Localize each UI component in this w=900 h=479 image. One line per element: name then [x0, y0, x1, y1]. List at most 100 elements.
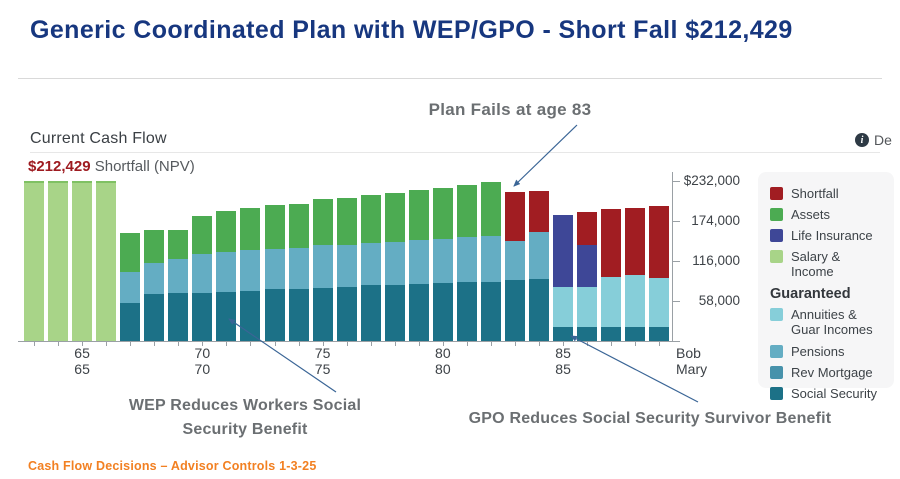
x-axis-age-label: 75 [314, 345, 331, 361]
bar-age-89[interactable] [649, 206, 670, 341]
bar-age-69[interactable] [168, 230, 189, 341]
legend-label: Shortfall [791, 186, 839, 201]
x-tick [611, 342, 613, 346]
bar-age-77[interactable] [360, 195, 381, 341]
legend-item-pensions: Pensions [770, 344, 886, 359]
bar-segment-assets [216, 211, 237, 252]
bar-segment-salary_income [24, 181, 44, 341]
bar-segment-salary_income [96, 181, 117, 341]
bar-age-66[interactable] [96, 181, 117, 341]
x-tick [466, 342, 468, 346]
shortfall-amount: $212,429 [28, 158, 91, 175]
x-axis-age-label: 65 [74, 361, 90, 377]
bar-segment-pensions [360, 243, 381, 285]
wep-annotation: WEP Reduces Workers Social Security Bene… [95, 394, 395, 442]
bar-segment-annuities [601, 277, 622, 327]
bar-age-86[interactable] [577, 212, 598, 341]
bar-age-87[interactable] [601, 209, 622, 341]
x-axis-age-label: 80 [435, 361, 451, 377]
legend-guaranteed-items: Annuities & Guar Incomes Pensions Rev Mort… [770, 307, 886, 401]
legend-item-social_security: Social Security [770, 386, 886, 401]
wep-annotation-line1: WEP Reduces Workers Social [128, 397, 362, 414]
bar-age-68[interactable] [144, 230, 165, 341]
legend-item-rev_mortgage: Rev Mortgage [770, 365, 886, 380]
legend-label: Rev Mortgage [791, 364, 873, 380]
bar-segment-shortfall [505, 192, 525, 241]
bar-segment-assets [168, 230, 189, 259]
x-tick [226, 342, 228, 346]
x-tick [106, 342, 108, 346]
page-title: Generic Coordinated Plan with WEP/GPO - … [30, 16, 793, 44]
bar-segment-assets [336, 198, 357, 245]
legend-guaranteed-header: Guaranteed [770, 286, 851, 303]
gpo-annotation: GPO Reduces Social Security Survivor Ben… [468, 410, 832, 427]
rev_mortgage-swatch [770, 365, 783, 379]
wep-annotation-line2: Security Benefit [182, 421, 308, 438]
bar-age-72[interactable] [240, 208, 261, 341]
bar-age-78[interactable] [384, 193, 405, 341]
bar-age-75[interactable] [312, 199, 333, 341]
bar-age-64[interactable] [48, 181, 69, 341]
bar-age-79[interactable] [408, 190, 429, 341]
bar-age-88[interactable] [625, 208, 646, 341]
bar-segment-pensions [480, 236, 501, 282]
x-tick [58, 342, 60, 346]
bar-age-74[interactable] [288, 204, 309, 341]
bar-segment-assets [480, 182, 501, 236]
annuities-swatch [770, 308, 783, 322]
bar-age-67[interactable] [120, 233, 141, 341]
bar-age-76[interactable] [336, 198, 357, 341]
bar-segment-life_insurance [577, 245, 598, 287]
bar-segment-pensions [529, 232, 550, 279]
x-tick [394, 342, 396, 346]
bar-segment-social_security [264, 289, 285, 341]
bar-segment-shortfall [601, 209, 622, 277]
legend-label: Annuities & Guar Incomes [791, 307, 873, 338]
legend-label: Assets [791, 207, 831, 223]
bar-age-65[interactable] [72, 181, 93, 341]
x-tick [418, 342, 420, 346]
bar-segment-assets [240, 208, 261, 250]
shortfall-label: Shortfall (NPV) [90, 158, 195, 175]
bar-segment-assets [456, 185, 477, 237]
y-tick [673, 221, 680, 222]
bar-age-80[interactable] [432, 188, 453, 341]
legend-item-life_insurance: Life Insurance [770, 228, 886, 243]
x-axis-age-label: 65 [74, 345, 90, 361]
bar-segment-social_security [384, 285, 405, 341]
bar-age-83[interactable] [505, 192, 525, 341]
bar-segment-social_security [456, 282, 477, 341]
x-tick [178, 342, 180, 346]
y-tick [673, 301, 680, 302]
bar-segment-social_security [408, 284, 429, 341]
bar-age-71[interactable] [216, 211, 237, 341]
shortfall-summary: $212,429 Shortfall (NPV) [28, 158, 195, 175]
details-button[interactable]: De [855, 132, 892, 148]
x-tick [154, 342, 156, 346]
bar-segment-salary_income [72, 181, 93, 341]
bar-age-85[interactable] [553, 215, 574, 341]
x-tick [370, 342, 372, 346]
legend-item-annuities: Annuities & Guar Incomes [770, 307, 886, 337]
section-underline [30, 152, 880, 153]
bar-segment-social_security [336, 287, 357, 341]
bar-age-63[interactable] [24, 181, 44, 341]
title-divider [18, 78, 882, 79]
x-tick [563, 342, 565, 346]
legend-label: Life Insurance [791, 228, 873, 244]
x-tick [442, 342, 444, 346]
bar-age-81[interactable] [456, 185, 477, 341]
bar-segment-pensions [288, 248, 309, 289]
bar-segment-assets [144, 230, 165, 263]
bar-age-82[interactable] [480, 182, 501, 341]
legend-label: Pensions [791, 343, 845, 359]
x-tick [635, 342, 637, 346]
bar-segment-assets [288, 204, 309, 248]
info-icon [855, 133, 869, 147]
legend-item-shortfall: Shortfall [770, 186, 886, 201]
bar-age-84[interactable] [529, 191, 550, 341]
legend-label: Salary & Income [791, 249, 841, 280]
bar-age-70[interactable] [192, 216, 213, 341]
x-tick [346, 342, 348, 346]
bar-age-73[interactable] [264, 205, 285, 341]
